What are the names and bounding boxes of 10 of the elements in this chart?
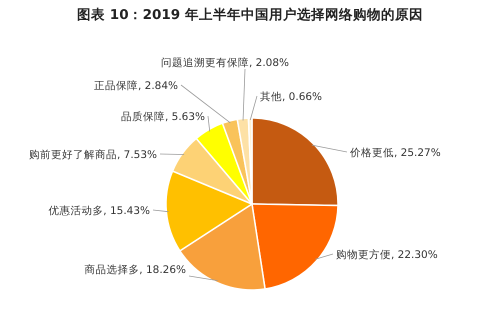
slice-label: 其他, 0.66% — [260, 90, 322, 103]
slice-label: 正品保障, 2.84% — [94, 79, 178, 92]
slice-label: 价格更低, 25.27% — [349, 147, 441, 159]
slice-label: 品质保障, 5.63% — [120, 110, 206, 123]
slice-label: 商品选择多, 18.26% — [84, 263, 186, 276]
chart-title: 图表 10：2019 年上半年中国用户选择网络购物的原因 — [77, 6, 423, 23]
slice-label: 问题追溯更有保障, 2.08% — [160, 56, 290, 69]
slice-label: 购物更方便, 22.30% — [336, 248, 438, 261]
slice-label: 购前更好了解商品, 7.53% — [28, 148, 158, 161]
slice-label: 优惠活动多, 15.43% — [48, 204, 150, 217]
